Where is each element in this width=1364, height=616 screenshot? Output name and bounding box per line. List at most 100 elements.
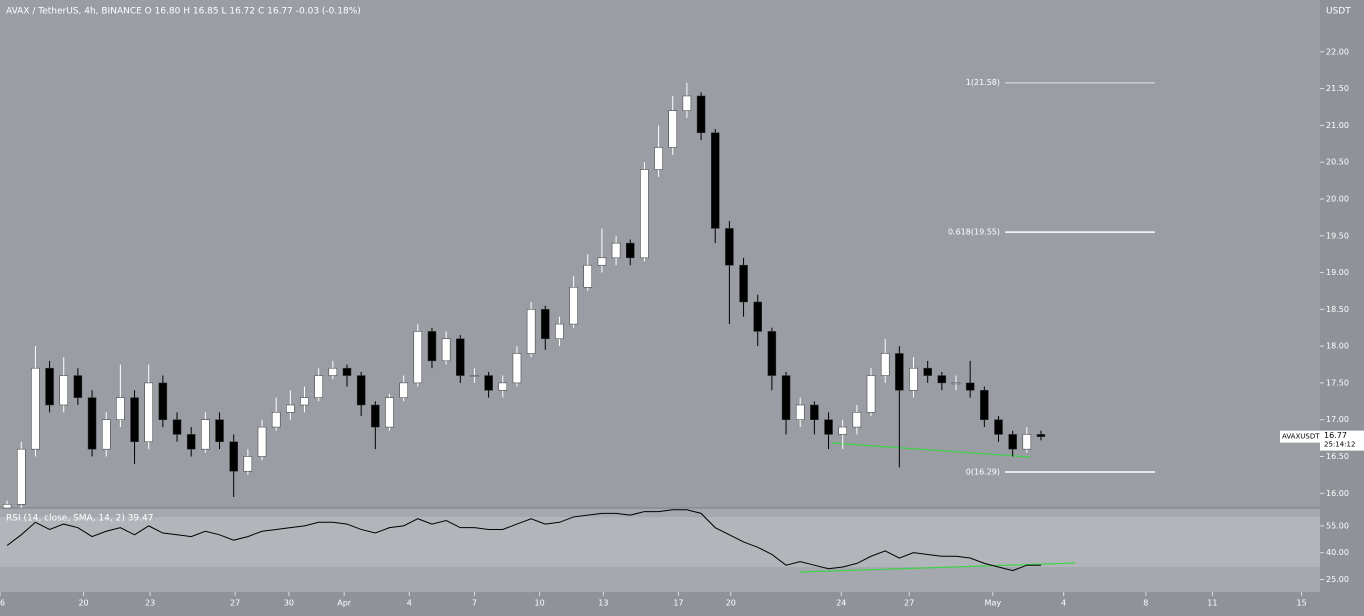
candle-body [569, 287, 578, 325]
candle-body [427, 331, 437, 362]
price-pane [0, 0, 1320, 508]
x-tick-label: 10 [535, 599, 545, 608]
x-tick-label: 20 [726, 599, 736, 608]
candle-body [484, 375, 493, 391]
x-tick-label: 4 [407, 599, 412, 608]
candle-body [45, 367, 54, 406]
candle-body [583, 264, 593, 288]
candle-body [767, 331, 777, 376]
x-tick-label: 17 [673, 599, 683, 608]
rsi-title: RSI (14, close, SMA, 14, 2) 39.47 [6, 514, 153, 524]
x-tick-label: May [985, 599, 1002, 608]
candle-body [271, 412, 281, 428]
y-tick-label: 19.50 [1326, 231, 1349, 240]
price-tag [1320, 430, 1364, 451]
candle-body [300, 397, 309, 406]
candle-body [810, 404, 819, 420]
x-tick-label: 4 [1061, 599, 1066, 608]
candle-body [909, 367, 918, 391]
candle-body [371, 404, 380, 428]
candle-body [838, 426, 847, 435]
y-tick-label: 17.50 [1326, 378, 1349, 387]
y-tick-label: 18.00 [1326, 342, 1349, 351]
candle-body [328, 367, 338, 376]
candle-body [696, 95, 706, 134]
x-axis-area [0, 592, 1320, 616]
candle-body [895, 353, 904, 391]
candle-body [257, 426, 267, 457]
candle-body [1008, 434, 1017, 450]
candle-body [611, 242, 621, 259]
x-tick-label: 11 [1207, 599, 1217, 608]
symbol-tag [1280, 430, 1320, 443]
rsi-line [6, 509, 1041, 572]
candle-body [965, 382, 975, 391]
candle-body [470, 375, 479, 377]
candle-body [710, 132, 720, 229]
level-label: 0(16.29) [966, 467, 1000, 476]
candle-body [172, 419, 182, 435]
y-tick-label: 21.50 [1326, 84, 1349, 93]
y-tick-label: 25.00 [1326, 575, 1349, 584]
support-trendline [831, 442, 1031, 458]
candle-body [59, 375, 68, 406]
candle-body [144, 382, 153, 443]
x-tick-label: 24 [836, 599, 846, 608]
candle-body [937, 375, 947, 384]
candle-body [1036, 434, 1046, 437]
candle-body [385, 397, 394, 428]
candle-body [753, 301, 762, 332]
x-tick-label: 16 [0, 599, 5, 608]
candle-body [597, 257, 607, 266]
y-unit: USDT [1326, 7, 1351, 17]
candle-body [243, 456, 253, 472]
candle-body [314, 375, 323, 398]
y-tick-label: 20.00 [1326, 194, 1349, 203]
y-tick-label: 18.50 [1326, 305, 1349, 314]
candle-body [512, 353, 522, 384]
x-tick-label: 27 [230, 599, 240, 608]
y-tick-label: 22.00 [1326, 47, 1349, 56]
y-tick-label: 21.00 [1326, 121, 1349, 130]
candle-body [880, 353, 890, 376]
x-tick-label: 20 [78, 599, 88, 608]
candle-body [101, 419, 111, 450]
countdown: 25:14:12 [1324, 441, 1355, 449]
y-tick-label: 16.00 [1326, 489, 1349, 498]
candle-body [201, 419, 210, 450]
candle-body [626, 242, 635, 259]
candle-body [555, 323, 564, 340]
y-tick-label: 17.00 [1326, 415, 1349, 424]
x-tick-label: 8 [1143, 599, 1148, 608]
candle-body [87, 397, 97, 450]
y-tick-label: 16.50 [1326, 452, 1349, 461]
level-label: 1(21.58) [966, 78, 1000, 87]
candle-body [356, 375, 366, 406]
x-tick-label: 30 [284, 599, 294, 608]
candle-body [229, 441, 238, 472]
x-tick-label: 15 [1296, 599, 1306, 608]
candle-body [286, 404, 295, 413]
candle-body [994, 419, 1003, 435]
y-axis-area [1320, 0, 1364, 616]
candle-body [116, 397, 125, 420]
candle-body [186, 434, 196, 450]
candle-body [526, 309, 536, 354]
candle-body [158, 382, 168, 420]
symbol-label: AVAXUSDT [1282, 433, 1320, 441]
candle-body [399, 382, 408, 398]
candle-body [852, 412, 862, 428]
candle-body [1022, 434, 1032, 450]
y-tick-label: 40.00 [1326, 548, 1349, 557]
candle-body [342, 367, 352, 376]
candle-body [541, 309, 550, 340]
chart-title: AVAX / TetherUS, 4h, BINANCE O 16.80 H 1… [6, 7, 361, 17]
candle-body [31, 367, 40, 450]
candle-body [16, 448, 26, 505]
last-price: 16.77 [1324, 431, 1347, 440]
candle-body [640, 169, 649, 259]
y-tick-label: 55.00 [1326, 521, 1349, 530]
y-tick-label: 19.00 [1326, 268, 1349, 277]
candle-body [980, 390, 989, 420]
